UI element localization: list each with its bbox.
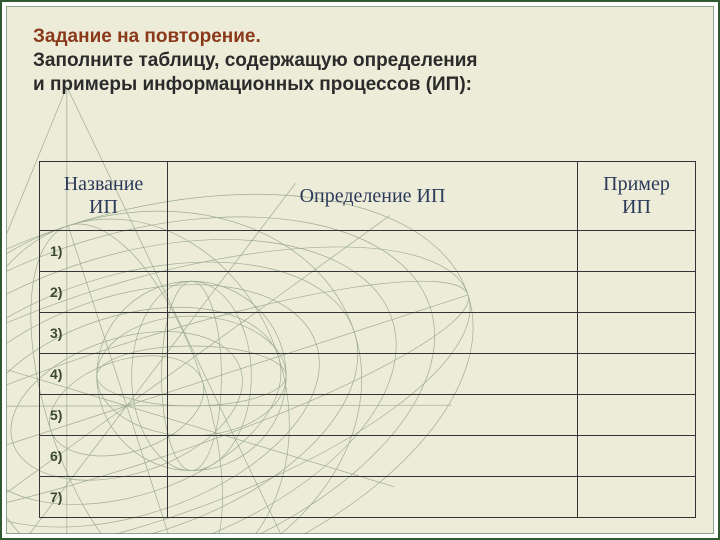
th-ex-l2: ИП	[622, 196, 651, 218]
row-label: 7)	[40, 477, 168, 518]
row-label: 2)	[40, 272, 168, 313]
row-definition	[168, 477, 578, 518]
th-def-l1: Определение ИП	[300, 185, 446, 207]
th-name: Название ИП	[40, 162, 168, 231]
table-row: 2)	[40, 272, 696, 313]
row-label: 1)	[40, 231, 168, 272]
heading-line1: Задание на повторение.	[33, 25, 687, 49]
table-row: 1)	[40, 231, 696, 272]
row-label: 6)	[40, 436, 168, 477]
row-example	[578, 477, 696, 518]
table-row: 4)	[40, 354, 696, 395]
table-row: 7)	[40, 477, 696, 518]
table-row: 3)	[40, 313, 696, 354]
th-name-l1: Название	[64, 173, 144, 195]
row-definition	[168, 436, 578, 477]
edge-bottom	[2, 534, 718, 538]
row-definition	[168, 231, 578, 272]
row-label: 4)	[40, 354, 168, 395]
ip-table: Название ИП Определение ИП Пример ИП 1)	[39, 161, 696, 518]
row-example	[578, 354, 696, 395]
table-row: 6)	[40, 436, 696, 477]
table-header-row: Название ИП Определение ИП Пример ИП	[40, 162, 696, 231]
row-definition	[168, 313, 578, 354]
th-definition: Определение ИП	[168, 162, 578, 231]
row-example	[578, 231, 696, 272]
slide: Задание на повторение. Заполните таблицу…	[0, 0, 720, 540]
table-row: 5)	[40, 395, 696, 436]
inner-frame: Задание на повторение. Заполните таблицу…	[6, 6, 714, 534]
heading-line2: Заполните таблицу, содержащую определени…	[33, 49, 687, 73]
th-example: Пример ИП	[578, 162, 696, 231]
row-example	[578, 436, 696, 477]
row-definition	[168, 354, 578, 395]
row-example	[578, 313, 696, 354]
heading-block: Задание на повторение. Заполните таблицу…	[33, 25, 687, 96]
edge-right	[714, 2, 718, 538]
row-definition	[168, 272, 578, 313]
th-ex-l1: Пример	[603, 173, 670, 195]
row-definition	[168, 395, 578, 436]
row-example	[578, 272, 696, 313]
row-label: 5)	[40, 395, 168, 436]
heading-line3: и примеры информационных процессов (ИП):	[33, 73, 687, 97]
th-name-l2: ИП	[89, 196, 118, 218]
table-body: 1) 2) 3) 4)	[40, 231, 696, 518]
row-label: 3)	[40, 313, 168, 354]
row-example	[578, 395, 696, 436]
